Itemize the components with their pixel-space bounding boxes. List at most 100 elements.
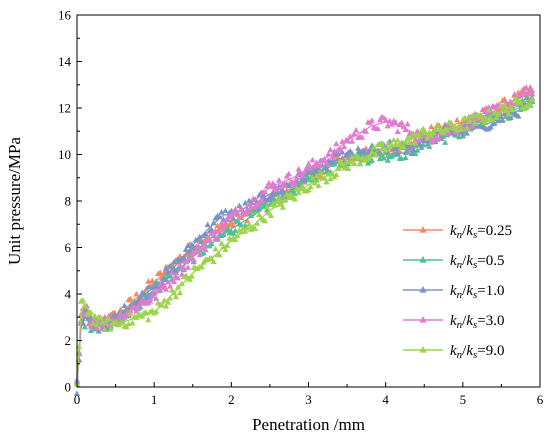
data-point [127,295,134,302]
data-point [529,90,536,97]
legend-label-part: k [450,253,457,269]
data-point [376,116,383,123]
data-point [263,183,271,189]
data-point [254,220,261,226]
legend-entry-2: kn/ks=1.0 [403,283,505,301]
data-point [382,116,389,123]
data-point [182,246,189,252]
data-point [164,268,172,275]
data-point [230,209,237,215]
legend-label-part: k [466,283,473,299]
data-point [408,133,415,139]
data-point [428,123,435,130]
data-point [321,174,328,181]
data-point [465,118,472,124]
data-point [382,146,389,153]
data-point [297,178,304,185]
data-point [317,169,324,176]
data-point [463,130,471,136]
data-point [408,150,415,157]
data-point [293,185,300,192]
x-tick-label: 6 [537,392,544,407]
data-point [313,168,320,174]
data-point [481,119,488,126]
data-point [353,127,360,133]
data-point [93,324,100,331]
x-axis-title: Penetration /mm [252,415,365,434]
data-point [228,218,235,225]
data-point [519,89,526,95]
data-point [527,84,534,90]
data-point [273,186,280,193]
data-point [87,309,94,315]
data-point [246,220,253,227]
data-point [269,191,277,197]
data-point [232,227,239,234]
data-point [406,139,413,146]
data-point [345,165,352,171]
legend-label-part: s [473,349,477,361]
data-point [392,140,399,147]
data-point [186,255,193,261]
data-point [157,269,164,276]
y-tick-label: 14 [58,54,72,69]
data-point [347,133,354,139]
data-point [301,168,308,174]
data-point [269,180,277,186]
data-point [291,179,298,186]
data-point [170,278,178,285]
legend-label-part: =0.25 [477,223,512,239]
data-point [172,293,180,300]
data-point [525,90,532,97]
data-point [404,134,411,141]
data-point [210,219,217,226]
data-point [176,261,183,268]
x-tick-label: 5 [460,392,467,407]
data-point [214,234,221,240]
data-point [499,106,506,113]
data-point [416,137,423,143]
data-point [208,254,215,261]
data-point [339,160,346,166]
data-point [81,302,88,308]
data-point [133,299,140,306]
data-point [168,266,176,273]
series-4 [73,95,536,388]
data-point [79,310,86,316]
data-point [131,304,138,310]
data-point [327,175,334,182]
data-point [163,286,170,292]
data-point [226,221,233,228]
data-point [477,113,484,119]
data-point [523,84,530,91]
data-point [323,160,330,166]
legend-label-part: n [457,229,463,241]
data-point [212,245,219,252]
data-point [339,138,346,144]
data-point [416,132,423,139]
data-point [378,140,385,147]
data-point [335,164,342,171]
data-point [305,186,312,193]
data-point [301,176,308,183]
data-point [295,165,302,172]
data-point [242,199,249,206]
legend-label-part: =3.0 [477,313,504,329]
data-point [402,138,409,145]
data-point [224,225,231,232]
data-point [343,158,350,165]
data-point [149,292,156,299]
data-point [357,160,364,167]
data-point [230,215,237,221]
legend: kn/ks=0.25kn/ks=0.5kn/ks=1.0kn/ks=3.0kn/… [403,223,512,361]
data-point [307,165,314,171]
data-point [339,148,346,155]
data-point [323,164,330,171]
legend-entry-0: kn/ks=0.25 [403,223,512,241]
data-point [161,282,168,288]
data-point [432,126,439,132]
data-point [327,146,334,153]
legend-label-part: n [457,259,463,271]
data-point [115,315,122,322]
data-point [392,119,399,125]
